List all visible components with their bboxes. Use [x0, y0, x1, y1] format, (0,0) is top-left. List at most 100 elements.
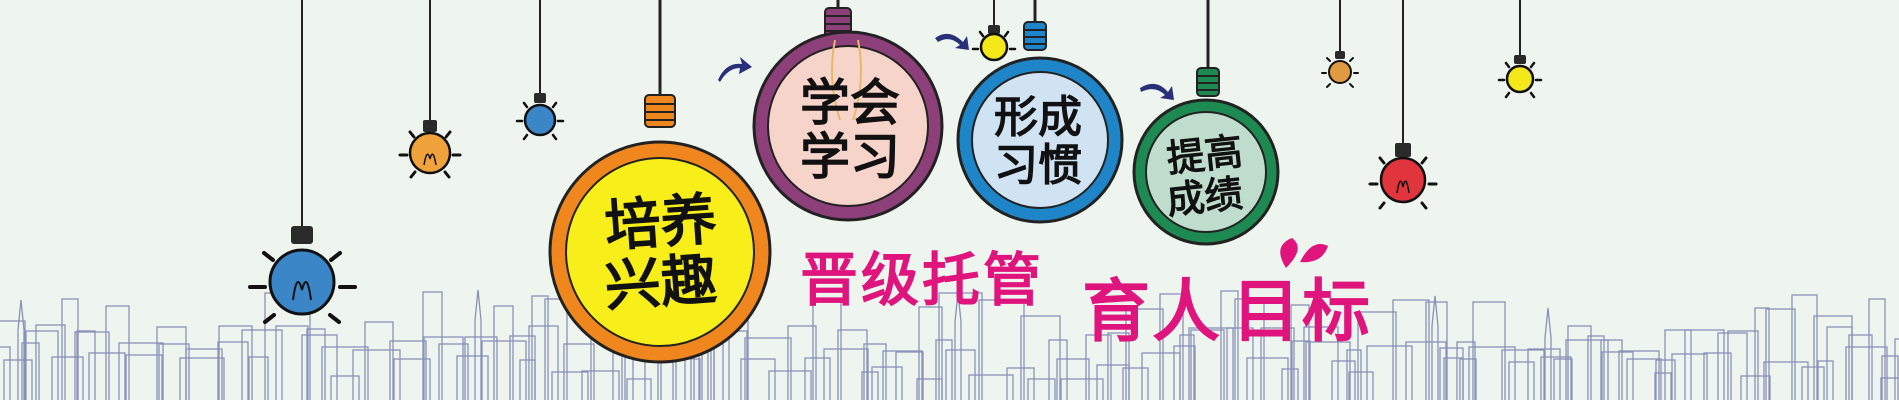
skyline-building — [1234, 298, 1265, 400]
bulb-interest-glass — [565, 157, 755, 347]
skyline-building — [241, 329, 283, 400]
skyline-building — [528, 325, 559, 400]
bulb-learning: 学会 学习 — [752, 0, 944, 222]
small-bulb-red-icon — [1368, 0, 1438, 210]
skyline-building — [35, 324, 66, 400]
small-bulb-yellow-right-icon — [1497, 0, 1543, 99]
skyline-building — [626, 378, 652, 400]
skyline-building — [481, 340, 527, 400]
skyline-building — [882, 350, 923, 400]
skyline-building — [1868, 298, 1886, 400]
bulb-grades-glass — [1145, 111, 1267, 233]
skyline-building — [509, 335, 536, 400]
skyline-building — [1527, 348, 1561, 400]
bulb-interest-line2: 兴趣 — [603, 247, 719, 320]
skyline-building — [787, 325, 817, 400]
bulb-learning-line2: 学习 — [800, 128, 900, 186]
skyline-building — [1122, 367, 1149, 400]
skyline-building — [1565, 339, 1609, 400]
skyline-building — [1056, 358, 1090, 400]
skyline-building — [1281, 368, 1299, 400]
skyline-building — [1817, 360, 1834, 400]
bulb-habit-glass — [971, 71, 1109, 209]
skyline-building — [493, 305, 514, 400]
skyline-building — [744, 337, 792, 400]
skyline-building — [1260, 327, 1295, 400]
skyline-building — [1848, 334, 1873, 400]
skyline-building — [918, 306, 943, 400]
skyline-building — [1553, 358, 1573, 400]
skyline-building — [1346, 349, 1362, 400]
skyline-building — [1085, 334, 1112, 400]
skyline-building — [863, 343, 887, 400]
skyline-building — [1226, 327, 1254, 400]
skyline-building — [1567, 325, 1592, 400]
skyline-building — [1717, 332, 1748, 400]
skyline-building — [0, 320, 26, 400]
skyline-building — [1791, 294, 1818, 400]
skyline-building — [185, 348, 223, 400]
skyline-building — [393, 358, 431, 400]
skyline-building — [1664, 329, 1692, 400]
skyline-building — [861, 371, 879, 400]
skyline-building — [1246, 357, 1289, 400]
skyline-spire — [474, 289, 482, 400]
skyline-building — [1540, 356, 1572, 400]
skyline-building — [1754, 307, 1770, 400]
skyline-building — [1601, 351, 1634, 400]
skyline-building — [389, 340, 427, 400]
small-bulb-blue-icon — [515, 0, 565, 141]
skyline-building — [352, 349, 401, 400]
skyline-building — [1357, 311, 1397, 400]
skyline-building — [581, 370, 620, 400]
skyline-building — [1801, 366, 1825, 400]
skyline-building — [438, 343, 469, 400]
skyline-building — [684, 358, 701, 400]
skyline-building — [156, 326, 187, 400]
skyline-building — [935, 339, 953, 400]
skyline-building — [118, 342, 164, 400]
skyline-building — [1188, 327, 1234, 400]
skyline-building — [158, 343, 190, 400]
skyline-building — [1456, 341, 1476, 400]
slogan-right-part-b: 目标 — [1232, 273, 1372, 352]
skyline-spire — [1544, 307, 1552, 400]
skyline-building — [1587, 335, 1605, 400]
skyline-building — [1303, 326, 1339, 400]
skyline-building — [1765, 308, 1796, 400]
skyline-building — [1020, 315, 1061, 400]
skyline-building — [1740, 375, 1771, 400]
skyline-building — [1190, 329, 1225, 400]
crown-leaf-icon — [1280, 238, 1328, 268]
skyline-building — [21, 342, 40, 400]
curved-arrow-icon — [718, 57, 752, 82]
skyline-building — [837, 329, 868, 400]
skyline-building — [1159, 293, 1184, 400]
bulb-interest-line1: 培养 — [603, 187, 719, 260]
skyline-building — [218, 325, 253, 400]
skyline-building — [330, 375, 360, 400]
skyline-building — [519, 359, 536, 400]
small-bulb-blue-large-left-icon — [248, 0, 357, 324]
slogan-right-part-a: 育人 — [1082, 273, 1222, 352]
skyline-building — [1439, 347, 1464, 400]
skyline-building — [1763, 361, 1809, 400]
skyline-building — [1048, 339, 1068, 400]
bulb-interest: 培养 兴趣 — [548, 0, 772, 364]
skyline-building — [1060, 378, 1104, 400]
skyline-building — [61, 298, 79, 400]
bulb-habit-line1: 形成 — [994, 92, 1082, 143]
skyline-building — [1141, 352, 1181, 400]
skyline-building — [456, 355, 489, 400]
skyline-building — [422, 291, 443, 400]
skyline-building — [531, 295, 549, 400]
bulb-habit: 形成 习惯 — [956, 0, 1124, 224]
skyline-building — [1006, 367, 1035, 400]
skyline-building — [1600, 339, 1623, 400]
arrow-icons — [718, 33, 1174, 100]
skyline-spire — [954, 291, 962, 400]
skyline-building — [217, 341, 249, 400]
skyline-building — [916, 378, 943, 400]
skyline-building — [1291, 340, 1311, 400]
